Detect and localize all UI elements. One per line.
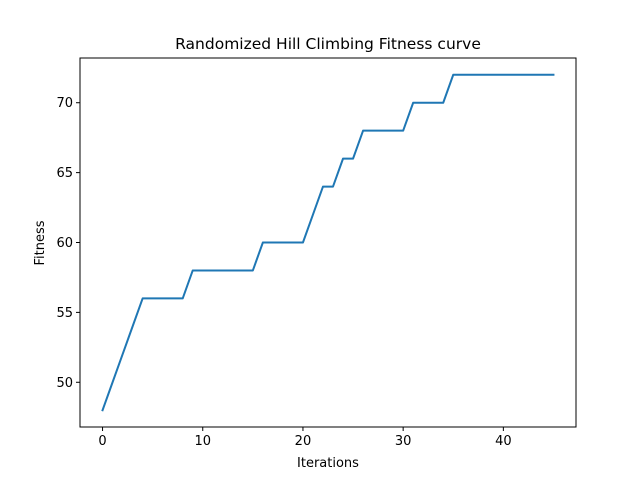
axis-ticks: 0 10 20 30 40 50 55 60 65 70 [56,96,511,449]
plot-area [101,73,555,412]
axes-frame [79,57,577,428]
y-tick-label: 55 [56,306,73,321]
y-tick-label: 65 [56,166,73,181]
series-line-0 [101,73,555,412]
x-axis-label: Iterations [297,456,359,471]
x-tick-label: 20 [295,434,312,449]
chart-title: Randomized Hill Climbing Fitness curve [175,35,481,53]
y-tick-label: 50 [56,376,73,391]
x-tick-label: 0 [98,434,106,449]
x-tick-label: 30 [395,434,412,449]
y-tick-label: 60 [56,236,73,251]
y-tick-label: 70 [56,96,73,111]
x-tick-label: 10 [194,434,211,449]
y-axis-label: Fitness [33,220,48,265]
x-tick-label: 40 [495,434,512,449]
